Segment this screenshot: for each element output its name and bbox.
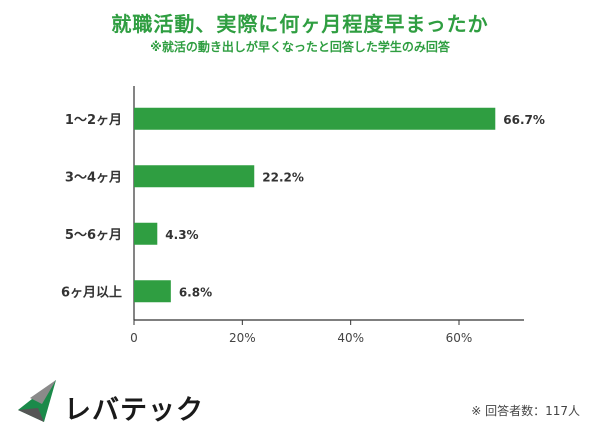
- category-label: 6ヶ月以上: [61, 285, 122, 300]
- levtech-logo-icon: [18, 380, 56, 422]
- bar: [134, 280, 171, 303]
- data-label: 4.3%: [165, 228, 198, 242]
- bar: [134, 107, 496, 130]
- category-label: 1～2ヶ月: [65, 113, 122, 128]
- bar: [134, 222, 158, 245]
- x-tick-label: 0: [130, 331, 138, 345]
- data-label: 66.7%: [503, 113, 545, 127]
- data-label: 22.2%: [262, 170, 304, 184]
- chart-subtitle: ※就活の動き出しが早くなったと回答した学生のみ回答: [150, 40, 450, 54]
- x-tick-label: 20%: [229, 331, 256, 345]
- x-tick-label: 60%: [446, 331, 473, 345]
- chart-title: 就職活動、実際に何ヶ月程度早まったか: [111, 12, 489, 36]
- brand-name: レバテック: [64, 395, 204, 426]
- bar: [134, 165, 255, 188]
- x-tick-label: 40%: [337, 331, 364, 345]
- category-label: 3～4ヶ月: [65, 170, 122, 185]
- data-label: 6.8%: [179, 285, 212, 299]
- category-label: 5～6ヶ月: [65, 228, 122, 243]
- respondent-count: ※ 回答者数：117人: [471, 404, 580, 418]
